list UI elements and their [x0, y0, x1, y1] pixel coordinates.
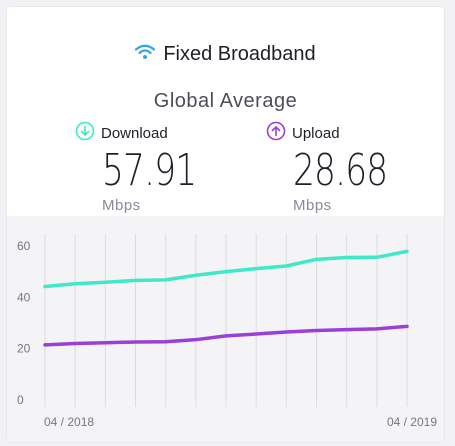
- upload-unit: Mbps: [293, 197, 332, 214]
- download-value: 57.91: [102, 145, 197, 196]
- wifi-icon: [135, 44, 156, 65]
- y-tick-label: 40: [17, 290, 31, 304]
- download-label: Download: [101, 124, 168, 142]
- x-tick-label: 04 / 2018: [44, 415, 94, 429]
- x-tick-label: 04 / 2019: [387, 415, 437, 429]
- upload-metric: Upload 28.68 Mbps: [266, 121, 414, 214]
- chart-area: 0 20 40 60 04 / 2018 04 / 2019: [7, 216, 444, 442]
- card-title: Fixed Broadband: [163, 43, 316, 65]
- y-tick-label: 60: [17, 239, 31, 253]
- series-line-download: [43, 249, 409, 289]
- y-tick-label: 20: [17, 342, 31, 356]
- download-arrow-icon: [75, 121, 95, 146]
- y-tick-label: 0: [17, 393, 24, 407]
- card-subtitle: Global Average: [153, 90, 298, 112]
- download-unit: Mbps: [102, 197, 141, 214]
- upload-value: 28.68: [293, 145, 388, 196]
- upload-label: Upload: [292, 124, 340, 142]
- speed-chart: 0 20 40 60 04 / 2018 04 / 2019: [17, 234, 437, 429]
- upload-arrow-icon: [266, 121, 286, 146]
- speed-card: Fixed Broadband Global Average Download …: [6, 6, 445, 443]
- series-line-upload: [43, 324, 409, 347]
- card-header: Fixed Broadband: [7, 43, 444, 66]
- download-metric: Download 57.91 Mbps: [75, 121, 223, 214]
